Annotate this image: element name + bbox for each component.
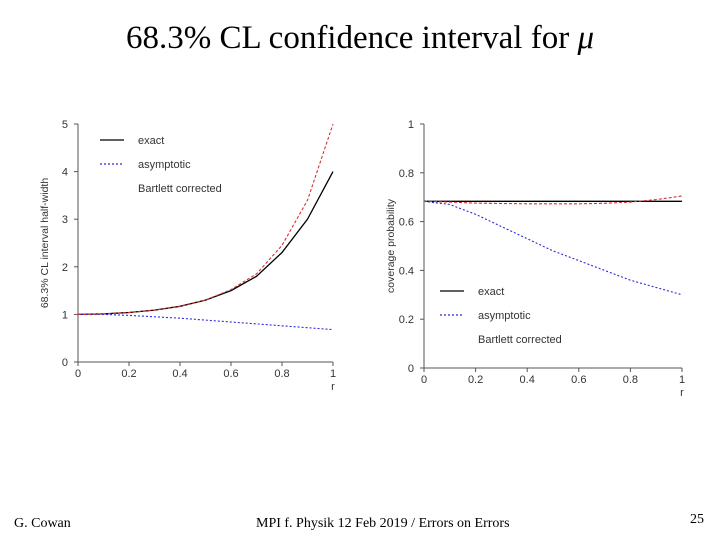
slide-title: 68.3% CL confidence interval for μ [0,20,720,57]
legend-label: asymptotic [138,159,191,171]
x-tick-label: 0 [421,374,427,386]
series-line-bartlett-corrected [423,195,683,205]
y-tick-label: 1 [408,119,414,131]
y-tick-label: 5 [62,119,68,131]
x-tick-label: 0.8 [623,374,638,386]
page-number: 25 [690,512,704,527]
x-tick-label: 0.4 [520,374,535,386]
x-tick-label: 0.8 [274,368,289,380]
x-tick-label: 1 [330,368,336,380]
y-tick-label: 0.6 [399,217,414,229]
x-tick-label: 0.2 [121,368,136,380]
y-tick-label: 0 [62,357,68,369]
y-tick-label: 2 [62,262,68,274]
series-line-asymptotic [78,313,334,331]
y-tick-label: 4 [62,167,68,179]
y-tick-label: 3 [62,214,68,226]
y-tick-label: 0 [408,363,414,375]
legend-label: exact [138,135,164,147]
legend-label: Bartlett corrected [138,183,222,195]
y-tick-label: 0.8 [399,168,414,180]
interval-halfwidth-plot: 0 0.2 0.4 0.6 0.8 1 0 1 2 3 4 5 r 68.3% CL interval h… [39,119,336,393]
x-tick-label: 0.6 [571,374,586,386]
title-symbol: μ [577,20,595,56]
x-axis-label: r [331,381,335,393]
title-text: 68.3% CL confidence interval for [125,20,578,56]
y-axis-label: coverage probability [385,198,397,293]
y-axis-label: 68.3% CL interval half-width [39,178,51,309]
legend-label: asymptotic [478,310,531,322]
series-line-asymptotic [423,200,683,296]
x-tick-label: 0.2 [468,374,483,386]
series-line-bartlett-corrected [77,123,334,315]
y-tick-label: 1 [62,309,68,321]
x-axis-label: r [680,387,684,399]
legend-label: Bartlett corrected [478,334,562,346]
x-tick-label: 0.4 [172,368,187,380]
y-tick-label: 0.2 [399,314,414,326]
x-tick-label: 0.6 [223,368,238,380]
x-tick-label: 0 [75,368,81,380]
x-tick-label: 1 [679,374,685,386]
legend-label: exact [478,286,504,298]
footer-event: MPI f. Physik 12 Feb 2019 / Errors on Er… [256,516,510,531]
footer-author: G. Cowan [14,516,71,531]
y-tick-label: 0.4 [399,265,414,277]
